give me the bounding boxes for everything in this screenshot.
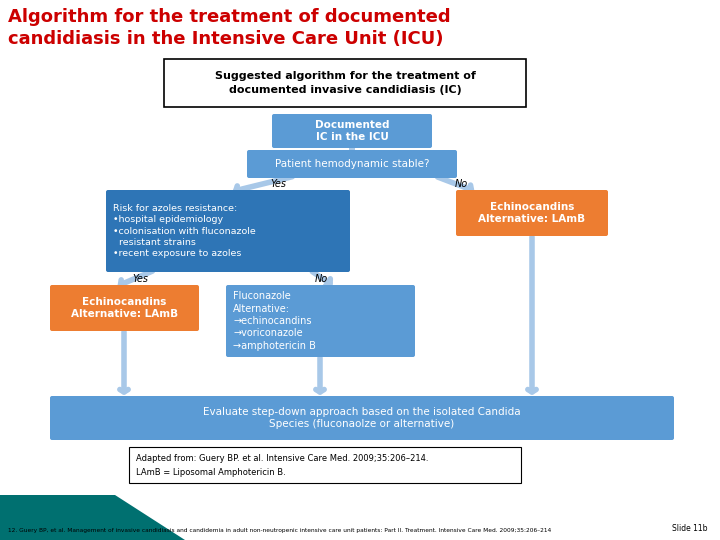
FancyBboxPatch shape bbox=[272, 114, 432, 148]
Text: Documented
IC in the ICU: Documented IC in the ICU bbox=[315, 119, 390, 143]
FancyBboxPatch shape bbox=[50, 396, 674, 440]
Text: candidiasis in the Intensive Care Unit (ICU): candidiasis in the Intensive Care Unit (… bbox=[8, 30, 444, 48]
FancyBboxPatch shape bbox=[247, 150, 457, 178]
Text: Algorithm for the treatment of documented: Algorithm for the treatment of documente… bbox=[8, 8, 451, 26]
FancyBboxPatch shape bbox=[164, 59, 526, 107]
Text: Slide 11b: Slide 11b bbox=[672, 524, 708, 533]
Text: Adapted from: Guery BP. et al. Intensive Care Med. 2009;35:206–214.: Adapted from: Guery BP. et al. Intensive… bbox=[136, 454, 428, 463]
Text: Patient hemodynamic stable?: Patient hemodynamic stable? bbox=[275, 159, 429, 169]
Text: Evaluate step-down approach based on the isolated Candida
Species (fluconaolze o: Evaluate step-down approach based on the… bbox=[203, 407, 521, 429]
Text: Yes: Yes bbox=[132, 274, 148, 284]
FancyBboxPatch shape bbox=[106, 190, 350, 272]
Text: Echinocandins
Alternative: LAmB: Echinocandins Alternative: LAmB bbox=[478, 201, 585, 225]
Text: LAmB = Liposomal Amphotericin B.: LAmB = Liposomal Amphotericin B. bbox=[136, 468, 286, 477]
Text: 12. Guery BP, et al. Management of invasive candidiasis and candidemia in adult : 12. Guery BP, et al. Management of invas… bbox=[8, 528, 552, 533]
FancyBboxPatch shape bbox=[50, 285, 199, 331]
Text: Suggested algorithm for the treatment of
documented invasive candidiasis (IC): Suggested algorithm for the treatment of… bbox=[215, 71, 475, 95]
FancyBboxPatch shape bbox=[456, 190, 608, 236]
FancyBboxPatch shape bbox=[129, 447, 521, 483]
Text: Fluconazole
Alternative:
→echinocandins
→voriconazole
→amphotericin B: Fluconazole Alternative: →echinocandins … bbox=[233, 291, 316, 351]
Text: Risk for azoles resistance:
•hospital epidemiology
•colonisation with fluconazol: Risk for azoles resistance: •hospital ep… bbox=[113, 204, 256, 258]
FancyBboxPatch shape bbox=[226, 285, 415, 357]
Text: No: No bbox=[315, 274, 328, 284]
Text: No: No bbox=[455, 179, 468, 189]
Text: Yes: Yes bbox=[270, 179, 286, 189]
Text: Echinocandins
Alternative: LAmB: Echinocandins Alternative: LAmB bbox=[71, 296, 178, 319]
Polygon shape bbox=[0, 495, 185, 540]
